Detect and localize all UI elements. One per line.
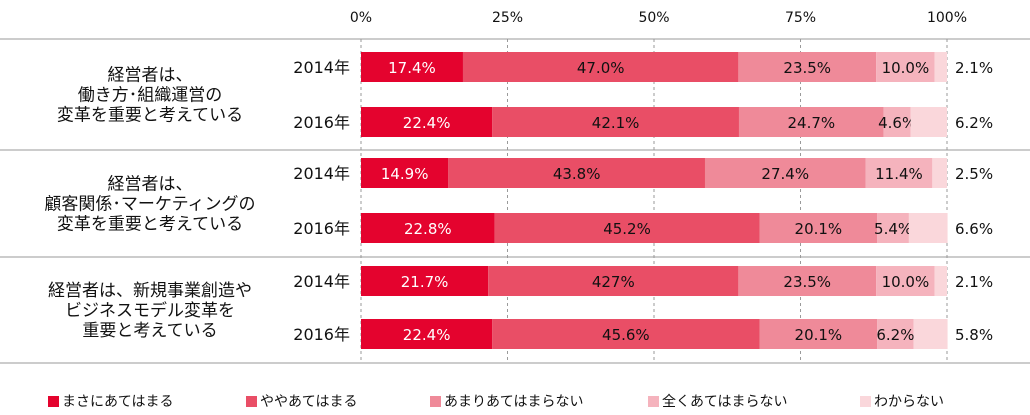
bar-segment [883, 107, 911, 137]
legend: まさにあてはまる ややあてはまる あまりあてはまらない 全くあてはまらない わからない [48, 390, 1008, 412]
bar-segment [448, 158, 705, 188]
year-label: 2016年 [293, 113, 350, 132]
data-label: 2.5% [955, 165, 993, 183]
bar-segment [913, 319, 948, 349]
bar-segment [910, 107, 947, 137]
legend-item: ややあてはまる [246, 390, 357, 412]
data-label: 5.4% [874, 220, 912, 238]
group-label: 経営者は、 [108, 66, 193, 86]
x-tick-label: 50% [638, 10, 669, 26]
bar-segment [934, 52, 947, 82]
legend-label: わからない [874, 394, 944, 410]
legend-item: 全くあてはまらない [648, 390, 787, 412]
data-label: 24.7% [788, 114, 836, 132]
data-label: 17.4% [388, 59, 436, 77]
bar-segment [361, 158, 449, 188]
bar-segment [877, 213, 909, 243]
data-label: 22.4% [403, 326, 451, 344]
bar-segment [908, 213, 948, 243]
data-label: 10.0% [882, 59, 930, 77]
x-tick-label: 100% [927, 10, 967, 26]
bar-segment [877, 319, 914, 349]
bar-segment [759, 213, 878, 243]
group-label: 変革を重要と考えている [57, 106, 243, 126]
year-label: 2014年 [293, 58, 350, 77]
group-label: 働き方･組織運営の [78, 86, 223, 106]
legend-label: 全くあてはまらない [662, 394, 788, 410]
legend-item: わからない [860, 390, 944, 412]
x-tick-label: 75% [785, 10, 816, 26]
legend-item: まさにあてはまる [48, 390, 173, 412]
data-label: 45.6% [602, 326, 650, 344]
group-label: 重要と考えている [82, 321, 217, 341]
data-label: 6.2% [876, 326, 914, 344]
data-label: 43.8% [553, 165, 601, 183]
data-label: 2.1% [955, 59, 993, 77]
data-label: 20.1% [795, 326, 843, 344]
data-label: 22.8% [404, 220, 452, 238]
data-label: 42.1% [592, 114, 640, 132]
x-tick-label: 25% [492, 10, 523, 26]
data-label: 20.1% [795, 220, 843, 238]
legend-swatch [648, 395, 659, 407]
group-label: 経営者は、新規事業創造や [48, 281, 252, 301]
legend-swatch [246, 395, 257, 407]
year-label: 2016年 [293, 325, 350, 344]
legend-label: まさにあてはまる [62, 394, 174, 410]
bar-segment [361, 266, 489, 296]
legend-item: あまりあてはまらない [430, 390, 583, 412]
bar-segment [704, 158, 866, 188]
data-label: 427% [592, 273, 635, 291]
data-label: 11.4% [875, 165, 923, 183]
bar-segment [934, 266, 947, 296]
data-label: 23.5% [783, 59, 831, 77]
legend-swatch [430, 395, 441, 407]
bar-segment [738, 266, 877, 296]
year-label: 2014年 [293, 272, 350, 291]
bar-segment [738, 52, 877, 82]
bar-segment [488, 266, 739, 296]
bar-segment [932, 158, 947, 188]
bar-segment [361, 213, 495, 243]
x-tick-label: 0% [350, 10, 372, 26]
data-label: 6.6% [955, 220, 993, 238]
data-label: 6.2% [955, 114, 993, 132]
bar-segment [492, 319, 760, 349]
year-label: 2016年 [293, 219, 350, 238]
data-label: 27.4% [761, 165, 809, 183]
stacked-bar-chart: 0% 25% 50% 75% 100%経営者は、働き方･組織運営の変革を重要と考えている… [0, 10, 1030, 364]
data-label: 47.0% [577, 59, 625, 77]
data-label: 21.7% [401, 273, 449, 291]
bar-segment [361, 107, 493, 137]
legend-swatch [860, 395, 871, 407]
group-label: 経営者は、 [108, 175, 193, 195]
group-label: ビジネスモデル変革を [65, 300, 235, 321]
data-label: 4.6% [878, 114, 916, 132]
data-label: 14.9% [381, 165, 429, 183]
bar-segment [361, 319, 493, 349]
group-label: 変革を重要と考えている [57, 215, 243, 235]
data-label: 5.8% [955, 326, 993, 344]
bar-segment [494, 213, 760, 243]
legend-label: ややあてはまる [260, 394, 358, 410]
bar-segment [462, 52, 739, 82]
data-label: 10.0% [882, 273, 930, 291]
bar-segment [876, 266, 935, 296]
bar-segment [759, 319, 878, 349]
data-label: 2.1% [955, 273, 993, 291]
group-label: 顧客関係･マーケティングの [44, 195, 255, 215]
legend-label: あまりあてはまらない [444, 394, 584, 410]
bar-segment [865, 158, 933, 188]
data-label: 22.4% [403, 114, 451, 132]
data-label: 45.2% [603, 220, 651, 238]
year-label: 2014年 [293, 164, 350, 183]
bar-segment [492, 107, 739, 137]
legend-swatch [48, 395, 59, 407]
bar-segment [738, 107, 884, 137]
bar-segment [361, 52, 463, 82]
data-label: 23.5% [783, 273, 831, 291]
bar-segment [876, 52, 935, 82]
